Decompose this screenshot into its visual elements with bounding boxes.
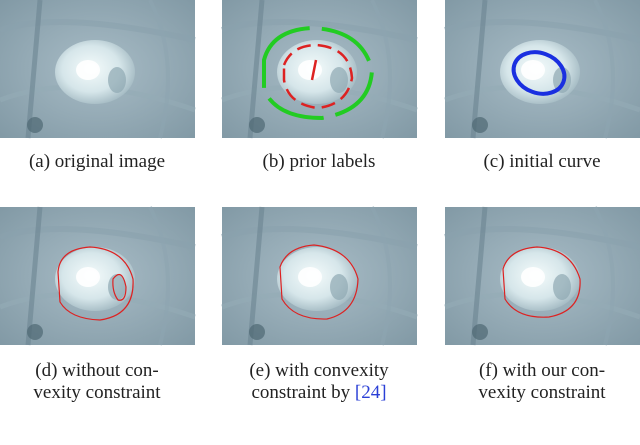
captions: (a) original image (b) prior labels (c) in…: [29, 151, 606, 403]
citation-link[interactable]: [24]: [355, 382, 387, 403]
caption: (b) prior labels: [263, 151, 376, 172]
caption-line: (c) initial curve: [483, 151, 600, 172]
caption: (d) without con-vexity constraint: [33, 360, 161, 403]
caption-line-group: constraint by [24]: [251, 382, 386, 403]
caption-line: (b) prior labels: [263, 151, 376, 172]
image-f: [445, 207, 640, 345]
caption-line: (e) with convexity: [249, 360, 389, 381]
image-b: [222, 0, 417, 138]
caption: (e) with convexity constraint by [24]: [249, 360, 389, 403]
caption: (a) original image: [29, 151, 165, 172]
caption-line: vexity constraint: [33, 382, 161, 403]
caption: (f) with our con-vexity constraint: [478, 360, 606, 403]
caption: (c) initial curve: [483, 151, 600, 172]
caption-line: (f) with our con-: [479, 360, 605, 381]
caption-line: (a) original image: [29, 151, 165, 172]
image-e: [222, 207, 417, 345]
image-a: [0, 0, 195, 138]
image-c: [445, 0, 640, 138]
image-d: [0, 207, 195, 345]
caption-line: constraint by: [251, 382, 350, 403]
caption-line: (d) without con-: [35, 360, 158, 381]
caption-line: vexity constraint: [478, 382, 606, 403]
